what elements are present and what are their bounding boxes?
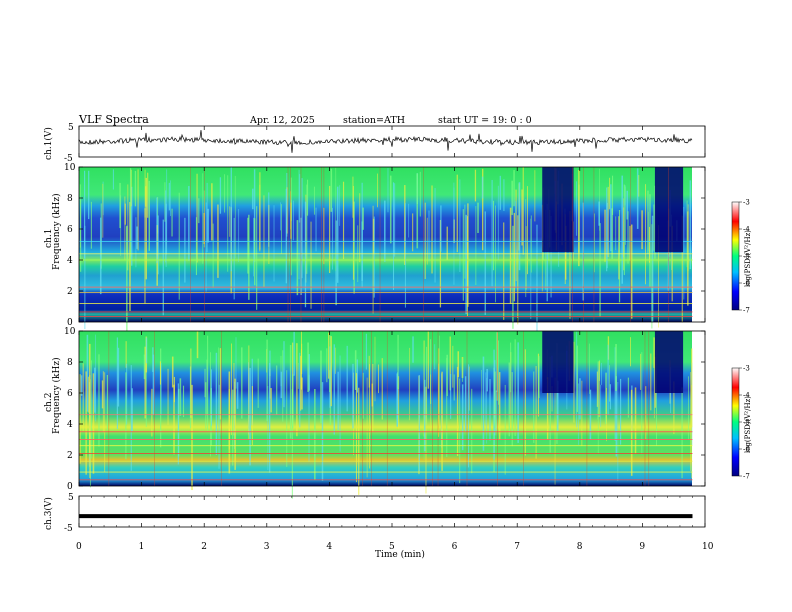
colorbar-tick-label: -4 [743, 392, 750, 400]
ch3-ytick-bottom: -5 [64, 524, 73, 534]
ch1-ylabel: ch.1(V) [43, 127, 54, 160]
time-axis: 0 1 2 3 4 5 6 7 8 9 10 [76, 126, 714, 552]
dark-gap-region [654, 331, 684, 393]
ch2-spec-top-label: ch.2 [44, 393, 54, 412]
ch1-spec-ylabel: Frequency (kHz) [51, 193, 62, 270]
ch2-colorbar-label: log(PSD)(V²/Hz) [744, 396, 752, 453]
ch2-spec-yticks: 0 2 4 6 8 10 [64, 327, 705, 492]
ch1-spec-top-label: ch.1 [44, 229, 54, 248]
x-tick-label: 6 [452, 542, 458, 552]
ch3-ylabel: ch.3(V) [43, 497, 54, 530]
ch1-colorbar-label: log(PSD)(V²/Hz) [744, 230, 752, 287]
freq-tick-label: 2 [67, 451, 73, 461]
ch3-waveform-panel: 5 -5 ch.3(V) [43, 493, 706, 534]
ch1-trace [78, 130, 693, 153]
colorbar-tick-label: -6 [743, 280, 750, 288]
colorbar-tick-label: -4 [743, 226, 750, 234]
date-label: Apr. 12, 2025 [249, 115, 315, 126]
station-label: station=ATH [343, 115, 405, 126]
x-tick-label: 8 [577, 542, 583, 552]
freq-tick-label: 4 [67, 256, 73, 266]
ch1-spectrogram-texture [79, 167, 693, 333]
ch2-spec-ylabel: Frequency (kHz) [51, 357, 62, 434]
freq-tick-label: 0 [67, 318, 73, 328]
colorbar-tick-label: -7 [743, 473, 750, 481]
x-tick-label: 7 [514, 542, 520, 552]
x-axis-label: Time (min) [375, 549, 425, 560]
ch2-spectrogram-image [79, 331, 692, 486]
x-tick-label: 1 [139, 542, 145, 552]
freq-tick-label: 8 [67, 358, 73, 368]
freq-tick-label: 6 [67, 389, 73, 399]
dark-gap-region [654, 167, 684, 253]
freq-tick-label: 10 [64, 163, 76, 173]
ch1-ytick-bottom: -5 [64, 154, 73, 164]
colorbar-tick-label: -3 [743, 199, 750, 207]
freq-tick-label: 10 [64, 327, 76, 337]
ch1-colorbar-ticks: -3 -4 -5 -6 -7 [739, 199, 750, 315]
x-tick-label: 0 [76, 542, 82, 552]
x-tick-label: 2 [201, 542, 207, 552]
start-time-label: start UT = 19: 0 : 0 [438, 115, 532, 126]
freq-tick-label: 4 [67, 420, 73, 430]
dark-gap-region [542, 167, 574, 253]
ch1-spec-yticks: 0 2 4 6 8 10 [64, 163, 705, 328]
freq-tick-label: 6 [67, 225, 73, 235]
colorbar-tick-label: -6 [743, 446, 750, 454]
x-tick-label: 4 [326, 542, 332, 552]
colorbar-tick-label: -5 [743, 253, 750, 261]
freq-tick-label: 2 [67, 287, 73, 297]
x-tick-label: 10 [702, 542, 714, 552]
x-tick-label: 5 [389, 542, 395, 552]
freq-tick-label: 0 [67, 482, 73, 492]
ch1-ytick-top: 5 [68, 123, 74, 133]
colorbar-tick-label: -5 [743, 419, 750, 427]
ch2-colorbar [731, 367, 740, 477]
ch3-frame [78, 495, 706, 528]
ch2-colorbar-ticks: -3 -4 -5 -6 -7 [739, 365, 750, 481]
x-tick-label: 9 [639, 542, 645, 552]
x-tick-label: 3 [264, 542, 270, 552]
colorbar-tick-label: -3 [743, 365, 750, 373]
figure-title: VLF Spectra [78, 113, 149, 126]
ch2-spectrogram-texture [78, 331, 693, 499]
ch1-colorbar [731, 201, 740, 311]
ch1-frame [78, 125, 706, 158]
colorbar-tick-label: -7 [743, 307, 750, 315]
ch3-ytick-top: 5 [68, 493, 74, 503]
freq-tick-label: 8 [67, 194, 73, 204]
dark-gap-region [542, 331, 574, 393]
ch1-waveform-panel: 5 -5 ch.1(V) [43, 123, 706, 164]
